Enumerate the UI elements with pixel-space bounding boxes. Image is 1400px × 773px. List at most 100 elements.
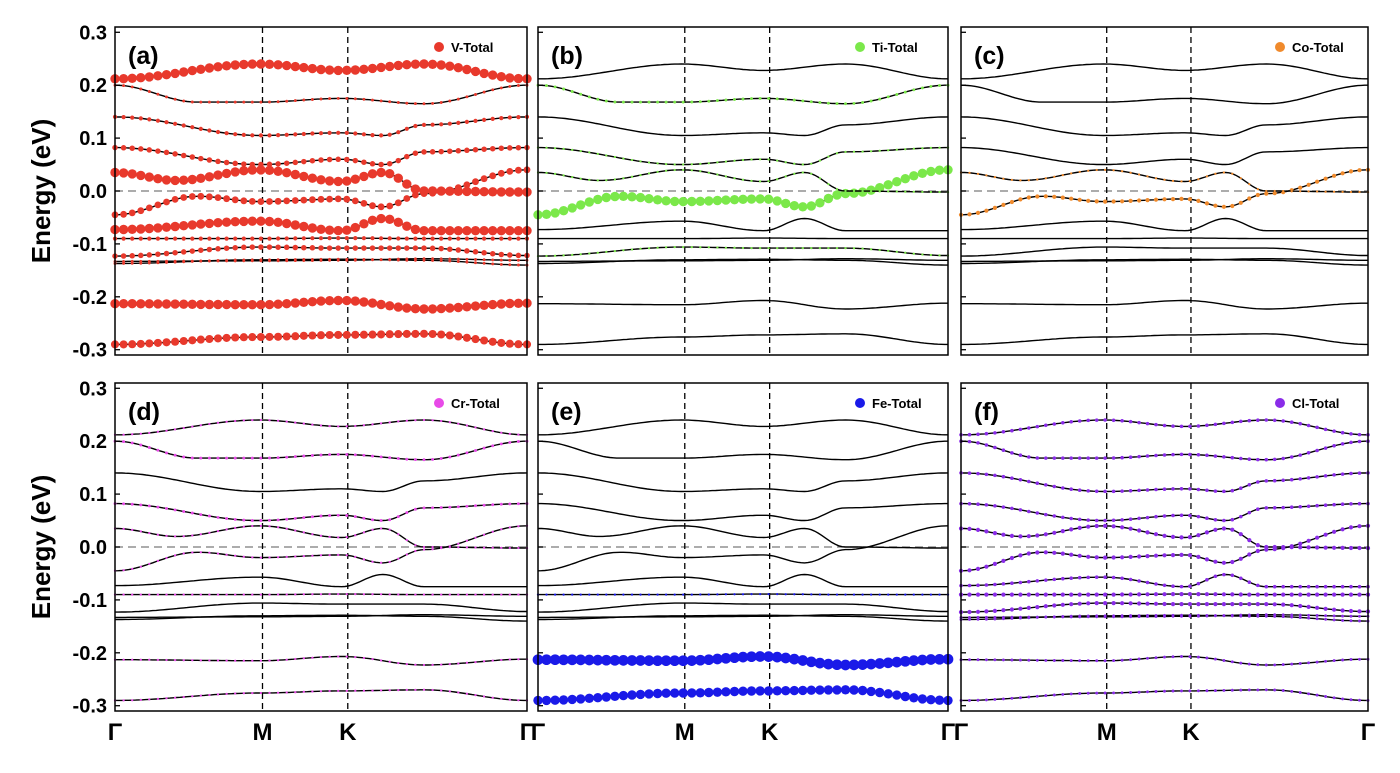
weight-dot bbox=[386, 245, 393, 251]
band-line bbox=[537, 169, 949, 216]
weight-dot bbox=[282, 60, 292, 71]
band-line bbox=[537, 84, 948, 105]
weight-dot bbox=[1001, 582, 1006, 586]
weight-dot bbox=[1163, 178, 1166, 181]
weight-dot bbox=[448, 99, 452, 103]
weight-dot bbox=[984, 443, 989, 447]
weight-dot bbox=[310, 236, 315, 241]
band-line bbox=[114, 84, 527, 105]
weight-dot bbox=[328, 97, 332, 101]
weight-dot bbox=[371, 518, 374, 522]
weight-dot bbox=[1129, 171, 1132, 174]
weight-dot bbox=[1204, 592, 1209, 597]
weight-dot bbox=[249, 244, 256, 250]
weight-dot bbox=[818, 246, 822, 250]
weight-dot bbox=[1357, 524, 1362, 529]
weight-dot bbox=[1230, 613, 1234, 617]
weight-dot bbox=[196, 219, 206, 229]
weight-dot bbox=[1010, 696, 1014, 700]
weight-dot bbox=[276, 259, 280, 263]
weight-dot bbox=[622, 249, 625, 252]
weight-dot bbox=[307, 297, 318, 307]
weight-dot bbox=[359, 64, 369, 75]
weight-dot bbox=[180, 152, 187, 159]
weight-dot bbox=[165, 259, 168, 263]
weight-dot bbox=[600, 654, 612, 666]
weight-dot bbox=[361, 245, 367, 251]
weight-dot bbox=[222, 333, 231, 342]
weight-dot bbox=[465, 661, 469, 664]
weight-dot bbox=[462, 186, 472, 197]
weight-dot bbox=[310, 259, 314, 262]
weight-dot bbox=[1111, 555, 1116, 560]
weight-dot bbox=[771, 651, 783, 663]
weight-dot bbox=[136, 299, 146, 309]
weight-dot bbox=[354, 534, 357, 537]
weight-dot bbox=[448, 546, 451, 549]
weight-dot bbox=[359, 330, 368, 339]
weight-dot bbox=[975, 210, 981, 215]
weight-dot bbox=[431, 688, 434, 692]
weight-dot bbox=[579, 92, 583, 96]
kpath-label-Γ: Γ bbox=[520, 719, 535, 746]
weight-dot bbox=[394, 199, 402, 207]
weight-dot bbox=[516, 84, 520, 87]
weight-dot bbox=[1035, 481, 1040, 485]
weight-dot bbox=[1087, 169, 1090, 172]
weight-dot bbox=[1026, 592, 1031, 597]
weight-dot bbox=[302, 531, 305, 534]
y-tick-label: 0.3 bbox=[79, 378, 107, 400]
weight-dot bbox=[431, 548, 434, 551]
weight-dot bbox=[1044, 694, 1048, 698]
weight-dot bbox=[1077, 553, 1082, 558]
weight-dot bbox=[622, 177, 625, 180]
weight-dot bbox=[251, 659, 254, 662]
weight-dot bbox=[1281, 456, 1285, 461]
weight-dot bbox=[1035, 550, 1040, 555]
weight-dot bbox=[413, 123, 418, 129]
weight-dot bbox=[165, 593, 168, 596]
weight-dot bbox=[455, 247, 462, 253]
weight-dot bbox=[170, 68, 180, 79]
weight-dot bbox=[875, 687, 885, 698]
weight-dot bbox=[1162, 533, 1167, 538]
weight-dot bbox=[579, 149, 582, 153]
weight-dot bbox=[465, 424, 469, 427]
weight-dot bbox=[1264, 418, 1269, 422]
weight-dot bbox=[413, 236, 418, 241]
weight-dot bbox=[345, 655, 348, 658]
weight-dot bbox=[976, 432, 980, 437]
weight-dot bbox=[379, 99, 383, 103]
weight-dot bbox=[767, 592, 770, 596]
weight-dot bbox=[386, 202, 394, 210]
kpath-label-Γ: Γ bbox=[954, 719, 969, 746]
weight-dot bbox=[801, 99, 805, 103]
weight-dot bbox=[173, 658, 177, 662]
weight-dot bbox=[975, 566, 981, 572]
weight-dot bbox=[1103, 601, 1108, 606]
weight-dot bbox=[1154, 422, 1158, 427]
weight-dot bbox=[429, 149, 436, 155]
weight-dot bbox=[1001, 202, 1006, 207]
y-tick-label: 0.2 bbox=[79, 431, 107, 453]
weight-dot bbox=[299, 171, 309, 182]
weight-dot bbox=[118, 168, 129, 178]
weight-dot bbox=[122, 84, 126, 88]
weight-dot bbox=[414, 688, 417, 692]
weight-dot bbox=[596, 251, 599, 254]
weight-dot bbox=[1044, 578, 1048, 582]
weight-dot bbox=[1213, 454, 1218, 458]
weight-dot bbox=[1162, 592, 1167, 597]
weight-dot bbox=[699, 162, 702, 166]
band-line bbox=[115, 602, 527, 613]
weight-dot bbox=[746, 651, 757, 663]
weight-dot bbox=[179, 221, 189, 231]
band-line bbox=[961, 299, 1368, 310]
band-line bbox=[115, 525, 527, 549]
weight-dot bbox=[156, 593, 160, 596]
weight-dot bbox=[567, 694, 577, 705]
weight-dot bbox=[1027, 579, 1031, 584]
weight-dot bbox=[895, 250, 898, 253]
weight-dot bbox=[337, 689, 340, 693]
weight-dot bbox=[610, 191, 620, 202]
